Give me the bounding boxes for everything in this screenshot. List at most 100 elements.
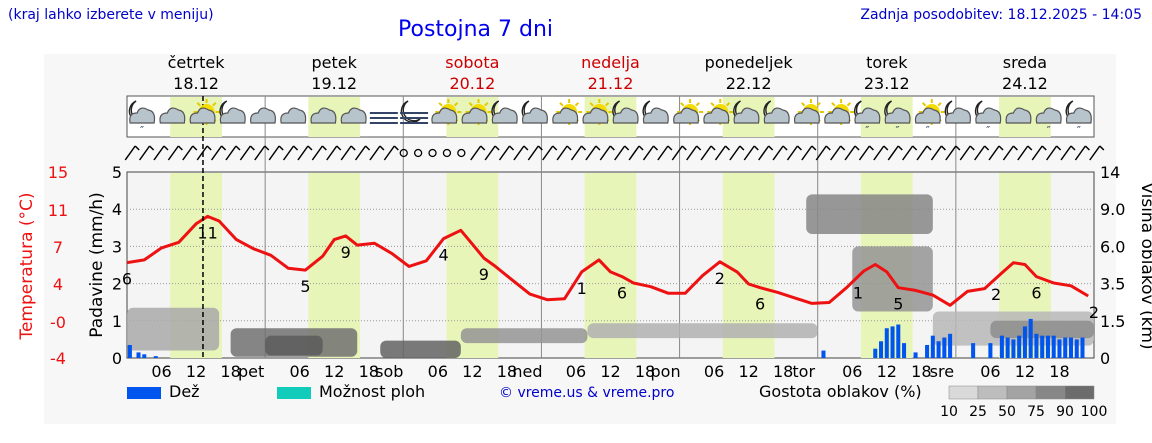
x-tick-label: 12 bbox=[738, 362, 758, 381]
density-legend-tick: 75 bbox=[1027, 404, 1045, 420]
wind-barb-icon bbox=[988, 145, 1004, 161]
wind-barb-icon bbox=[858, 145, 874, 161]
moon-cloud-icon bbox=[521, 100, 548, 124]
density-legend-swatch bbox=[948, 385, 979, 400]
precip-tick: 5 bbox=[112, 163, 122, 182]
rain-bar bbox=[873, 348, 878, 358]
x-tick-label: 18 bbox=[1049, 362, 1069, 381]
rain-bar bbox=[884, 328, 889, 358]
wind-barb-icon bbox=[513, 145, 529, 161]
x-tick-label: 18 bbox=[359, 362, 379, 381]
temperature-tick: 4 bbox=[53, 275, 63, 294]
x-tick-label: 12 bbox=[324, 362, 344, 381]
rain-bar bbox=[142, 354, 147, 358]
wind-barb-icon bbox=[297, 145, 313, 161]
rain-bar bbox=[942, 337, 947, 358]
cloud-icon bbox=[340, 107, 367, 124]
cloud-height-tick: 9.0 bbox=[1100, 200, 1125, 219]
wind-calm-icon bbox=[428, 148, 437, 158]
temperature-label: 6 bbox=[617, 284, 627, 303]
wind-barb-icon bbox=[1074, 145, 1090, 161]
sun-cloud-icon bbox=[824, 99, 855, 125]
cloud-area bbox=[127, 307, 220, 351]
wind-barb-icon bbox=[902, 145, 918, 161]
density-legend-swatch bbox=[977, 385, 1008, 400]
rain-bar bbox=[999, 335, 1004, 358]
moon-cloud-rain-icon: ″ bbox=[974, 100, 1002, 137]
wind-barb-icon bbox=[542, 145, 558, 161]
day-date: 18.12 bbox=[173, 74, 219, 93]
day-name: petek bbox=[312, 53, 358, 72]
sun-cloud-icon bbox=[431, 99, 462, 125]
cloud-area bbox=[460, 328, 588, 344]
temperature-tick: 7 bbox=[53, 238, 63, 257]
wind-barb-icon bbox=[369, 145, 385, 161]
day-name: ponedeljek bbox=[705, 53, 794, 72]
moon-cloud-rain-icon: ″ bbox=[128, 100, 156, 137]
rain-bar bbox=[1063, 337, 1068, 358]
x-tick-label: 18 bbox=[220, 362, 240, 381]
rain-legend-swatch bbox=[127, 387, 161, 399]
moon-cloud-icon bbox=[944, 100, 971, 124]
wind-barb-icon bbox=[1031, 145, 1047, 161]
wind-barb-icon bbox=[614, 145, 630, 161]
wind-barb-icon bbox=[484, 145, 500, 161]
x-tick-label: 18 bbox=[635, 362, 655, 381]
fog-icon bbox=[369, 112, 398, 124]
wind-barb-icon bbox=[786, 145, 802, 161]
wind-barb-icon bbox=[167, 145, 183, 161]
x-tick-label: 12 bbox=[600, 362, 620, 381]
temperature-tick: 11 bbox=[48, 201, 68, 220]
wind-barb-icon bbox=[326, 145, 342, 161]
cloud-rain-icon: ″ bbox=[1035, 107, 1062, 137]
cloud-height-tick: 3.5 bbox=[1100, 275, 1125, 294]
rain-bar bbox=[948, 333, 953, 358]
wind-barb-icon bbox=[182, 145, 198, 161]
rain-bar bbox=[1005, 337, 1010, 358]
density-legend-tick: 90 bbox=[1056, 404, 1074, 420]
cloud-icon bbox=[159, 107, 186, 124]
rain-bar bbox=[1074, 339, 1079, 358]
wind-barb-icon bbox=[354, 145, 371, 161]
last-updated: Zadnja posodobitev: 18.12.2025 - 14:05 bbox=[860, 7, 1142, 23]
rain-bar bbox=[821, 350, 826, 358]
precip-tick: 1 bbox=[112, 312, 122, 331]
storm-legend-swatch bbox=[277, 387, 311, 399]
svg-text:″: ″ bbox=[1077, 124, 1081, 137]
rain-bar bbox=[890, 326, 895, 358]
wind-barb-icon bbox=[210, 145, 227, 161]
sun-cloud-icon bbox=[703, 99, 734, 125]
wind-barb-icon bbox=[1002, 145, 1018, 161]
rain-bar bbox=[136, 352, 141, 358]
wind-barb-icon bbox=[657, 145, 673, 161]
x-tick-label: 12 bbox=[186, 362, 206, 381]
daylight-band bbox=[308, 173, 361, 358]
x-tick-label: 12 bbox=[462, 362, 482, 381]
rain-bar bbox=[1068, 337, 1073, 358]
temperature-label: 11 bbox=[197, 223, 217, 242]
x-tick-label: pon bbox=[651, 362, 681, 381]
wind-barb-icon bbox=[340, 145, 356, 161]
location-menu-hint[interactable]: (kraj lahko izberete v meniju) bbox=[8, 7, 214, 23]
wind-calm-icon bbox=[399, 148, 408, 158]
rain-bar bbox=[1022, 326, 1027, 358]
credit-link: © vreme.us & vreme.pro bbox=[499, 385, 674, 401]
cloud-area bbox=[806, 194, 933, 234]
cloud-height-tick: 1.5 bbox=[1100, 312, 1125, 331]
wind-barb-icon bbox=[527, 145, 543, 161]
wind-barb-icon bbox=[470, 145, 486, 161]
rain-bar bbox=[1028, 318, 1033, 358]
day-name: četrtek bbox=[168, 53, 226, 72]
temperature-label: 4 bbox=[438, 246, 448, 265]
wind-barb-icon bbox=[1017, 145, 1033, 161]
temperature-label: 9 bbox=[341, 243, 351, 262]
wind-barb-icon bbox=[282, 145, 299, 161]
cloud-area bbox=[587, 323, 818, 339]
day-name: sobota bbox=[445, 53, 499, 72]
wind-barb-icon bbox=[642, 145, 659, 161]
cloud-height-tick: 14 bbox=[1100, 163, 1120, 182]
density-legend-tick: 100 bbox=[1081, 404, 1108, 420]
wind-barb-icon bbox=[974, 145, 990, 161]
x-tick-label: 18 bbox=[773, 362, 793, 381]
